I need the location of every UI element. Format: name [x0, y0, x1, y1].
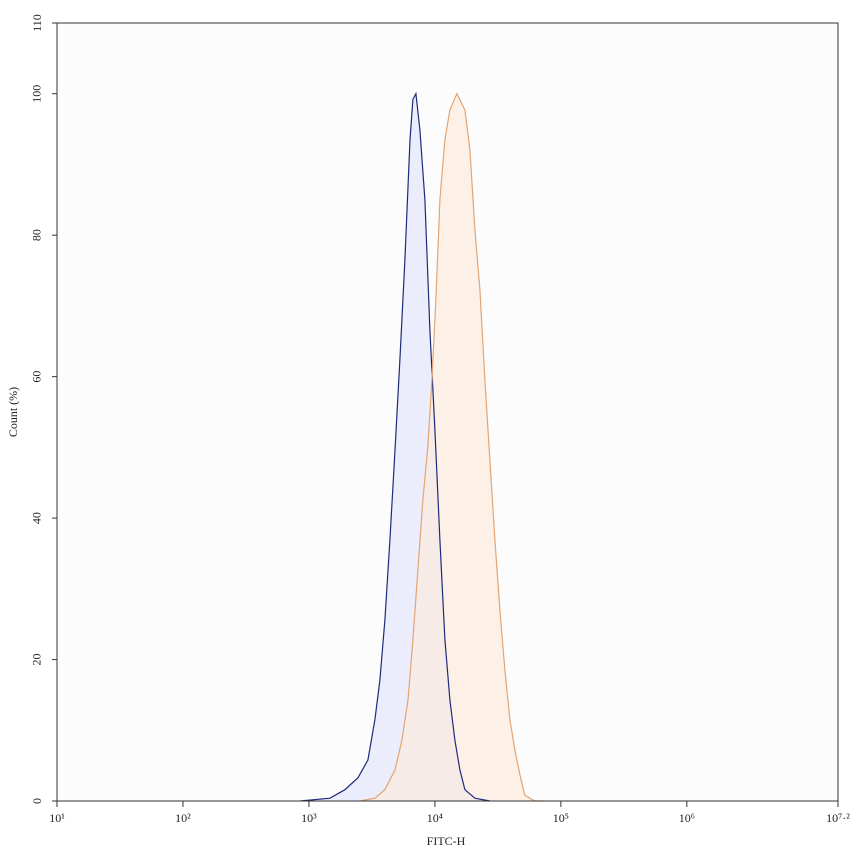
x-tick-label: 10³: [301, 811, 317, 825]
series-area: [359, 93, 545, 801]
y-tick-label: 20: [30, 654, 44, 666]
y-tick-label: 110: [30, 14, 44, 32]
series-line: [299, 91, 491, 802]
x-tick-label: 10⁶: [679, 811, 695, 825]
y-axis-label: Count (%): [6, 387, 20, 437]
x-tick-label: 10¹: [49, 811, 65, 825]
y-tick-label: 80: [30, 229, 44, 241]
x-tick-label: 10⁷·²: [826, 811, 850, 825]
y-tick-label: 40: [30, 512, 44, 524]
y-tick-label: 0: [30, 798, 44, 804]
x-tick-label: 10⁴: [427, 811, 443, 825]
plot-frame: [56, 22, 839, 802]
y-tick-label: 100: [30, 85, 44, 103]
y-tick-label: 60: [30, 371, 44, 383]
x-tick-label: 10⁵: [553, 811, 569, 825]
x-axis-label: FITC-H: [427, 834, 466, 848]
x-tick-label: 10²: [175, 811, 191, 825]
series-line: [359, 92, 545, 802]
